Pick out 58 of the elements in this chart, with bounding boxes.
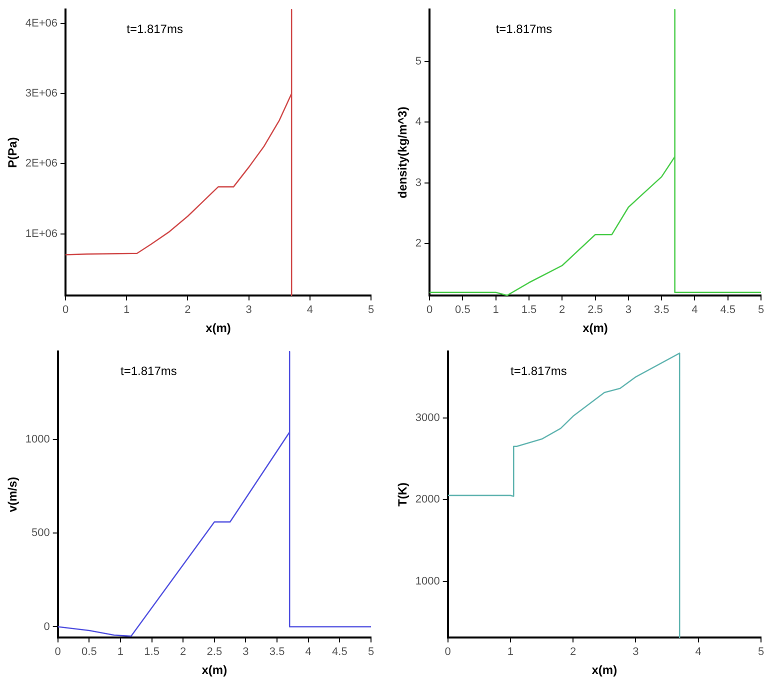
y-tick-label: 4 — [415, 116, 422, 128]
y-tick-label: 2E+06 — [25, 158, 58, 170]
y-axis-title: P(Pa) — [6, 137, 20, 168]
x-tick-label: 4 — [305, 646, 312, 658]
y-axis-title: T(K) — [396, 482, 410, 506]
x-tick-label: 1 — [117, 646, 124, 658]
x-tick-label: 4 — [692, 304, 698, 316]
y-tick-label: 5 — [415, 55, 422, 68]
y-tick-label: 2000 — [415, 494, 440, 506]
y-axis-title: v(m/s) — [6, 476, 20, 512]
x-tick-label: 2 — [180, 646, 186, 658]
x-tick-label: 4.5 — [332, 646, 348, 658]
x-tick-label: 1 — [124, 304, 130, 316]
y-tick-label: 3000 — [415, 412, 440, 424]
x-tick-label: 2.5 — [588, 304, 603, 316]
x-tick-label: 4 — [695, 646, 702, 658]
x-tick-label: 0.5 — [455, 304, 470, 316]
x-axis-title: x(m) — [206, 321, 231, 336]
x-tick-label: 5 — [368, 646, 374, 658]
x-tick-label: 2 — [184, 304, 191, 316]
x-tick-label: 3 — [246, 304, 252, 316]
x-tick-label: 3 — [242, 646, 249, 658]
x-tick-label: 1.5 — [144, 646, 160, 658]
x-tick-label: 2 — [559, 304, 566, 316]
x-tick-label: 0.5 — [82, 646, 97, 658]
x-tick-label: 3 — [632, 646, 639, 658]
x-tick-label: 3 — [625, 304, 632, 316]
x-tick-label: 5 — [368, 304, 374, 316]
y-tick-label: 0 — [44, 620, 50, 633]
x-tick-label: 1 — [492, 304, 499, 316]
x-tick-label: 5 — [758, 304, 764, 316]
annotation: t=1.817ms — [510, 364, 567, 378]
x-tick-label: 4 — [306, 304, 313, 316]
y-tick-label: 500 — [32, 527, 50, 540]
x-tick-label: 3.5 — [654, 304, 670, 316]
x-tick-label: 3.5 — [269, 646, 285, 658]
y-tick-label: 4E+06 — [25, 18, 58, 30]
x-tick-label: 0 — [62, 304, 69, 316]
y-tick-label: 3 — [415, 176, 422, 189]
x-tick-label: 1.5 — [521, 304, 537, 316]
x-axis-title: x(m) — [202, 663, 228, 678]
y-tick-label: 1000 — [25, 434, 50, 446]
x-tick-label: 2.5 — [206, 646, 222, 658]
x-tick-label: 0 — [444, 646, 451, 658]
annotation: t=1.817ms — [120, 364, 177, 378]
x-axis-title: x(m) — [592, 663, 618, 678]
x-tick-label: 1 — [507, 646, 514, 658]
y-tick-label: 1E+06 — [25, 228, 58, 240]
x-tick-label: 4.5 — [720, 304, 736, 316]
x-tick-label: 5 — [758, 646, 764, 658]
x-axis-title: x(m) — [582, 321, 608, 336]
annotation: t=1.817ms — [496, 22, 552, 36]
y-axis-title: density(kg/m^3) — [396, 106, 410, 198]
x-tick-label: 2 — [570, 646, 576, 658]
y-tick-label: 3E+06 — [25, 88, 58, 100]
y-tick-label: 2 — [415, 238, 422, 250]
y-tick-label: 1000 — [415, 575, 440, 588]
annotation: t=1.817ms — [126, 22, 183, 36]
